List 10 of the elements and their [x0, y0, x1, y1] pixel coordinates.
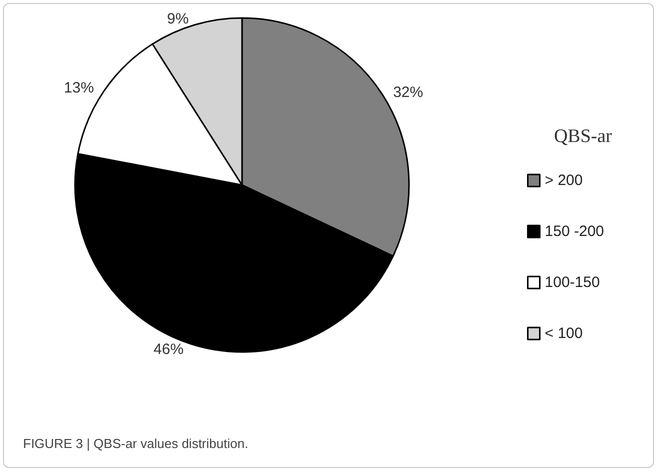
legend-label: 100-150 [544, 274, 600, 291]
legend-label: 150 -200 [544, 223, 604, 240]
caption: FIGURE 3 | QBS-ar values distribution. [23, 436, 248, 451]
data-label: 9% [167, 10, 189, 28]
legend-label: < 100 [544, 325, 583, 342]
data-label: 46% [154, 341, 184, 358]
legend-label: > 200 [544, 172, 583, 189]
data-label: 13% [64, 79, 94, 96]
data-label: 32% [393, 84, 424, 101]
legend-title: QBS-ar [554, 126, 613, 147]
